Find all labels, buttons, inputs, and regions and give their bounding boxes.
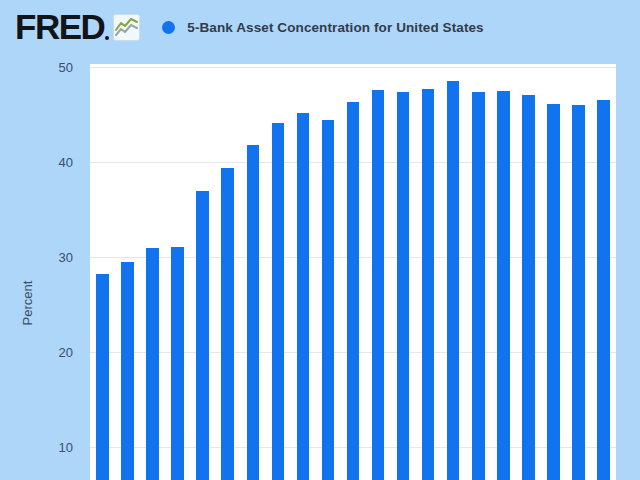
y-tick-label: 50 — [59, 60, 73, 75]
bar[interactable] — [171, 247, 184, 480]
bar[interactable] — [196, 191, 209, 480]
legend-item-series[interactable]: 5-Bank Asset Concentration for United St… — [162, 20, 483, 35]
bar[interactable] — [96, 274, 109, 480]
bar[interactable] — [547, 104, 560, 480]
bar[interactable] — [572, 105, 585, 480]
line-chart-icon — [113, 14, 140, 45]
logo-trademark-dot — [105, 36, 109, 40]
bar[interactable] — [272, 123, 285, 480]
bar[interactable] — [597, 100, 610, 480]
bar[interactable] — [522, 95, 535, 480]
y-axis-title: Percent — [20, 281, 35, 326]
y-tick-label: 30 — [59, 250, 73, 265]
bar[interactable] — [422, 89, 435, 480]
y-tick-label: 40 — [59, 155, 73, 170]
bar[interactable] — [247, 145, 260, 480]
fred-logo[interactable]: FRED — [15, 13, 140, 41]
bar[interactable] — [297, 113, 310, 480]
bar[interactable] — [472, 92, 485, 480]
bar[interactable] — [372, 90, 385, 480]
bar[interactable] — [497, 91, 510, 480]
bar[interactable] — [397, 92, 410, 480]
bar[interactable] — [121, 262, 134, 480]
chart-header: FRED 5-Bank Asset Concentration for Unit… — [0, 0, 640, 54]
y-tick-label: 10 — [59, 440, 73, 455]
fred-logo-text: FRED — [15, 13, 104, 41]
plot-area — [90, 64, 616, 480]
bar[interactable] — [146, 248, 159, 480]
bar[interactable] — [322, 120, 335, 480]
gridline — [90, 67, 616, 68]
series-marker-icon — [162, 21, 175, 34]
bar[interactable] — [447, 81, 460, 480]
bar[interactable] — [347, 102, 360, 480]
bar[interactable] — [221, 168, 234, 480]
series-title: 5-Bank Asset Concentration for United St… — [187, 20, 483, 35]
y-tick-label: 20 — [59, 345, 73, 360]
